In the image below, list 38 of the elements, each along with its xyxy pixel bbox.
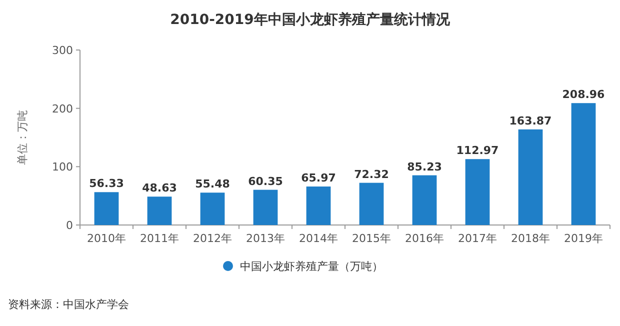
y-tick-label: 100 [52,160,73,174]
bar [253,190,278,225]
data-label: 112.97 [456,144,499,158]
bar [571,103,596,225]
x-tick-label: 2019年 [564,232,603,245]
x-tick-label: 2012年 [193,232,232,245]
bar [306,186,331,225]
x-tick-label: 2010年 [87,232,126,245]
x-tick-label: 2018年 [511,232,550,245]
bar [412,175,437,225]
data-label: 56.33 [89,177,124,190]
x-tick-label: 2017年 [458,232,497,245]
legend-label: 中国小龙虾养殖产量（万吨） [240,260,383,273]
bar [147,196,172,225]
data-label: 60.35 [248,174,283,188]
y-tick-label: 0 [66,219,73,232]
text: 资料来源：中国水产学会 [8,298,129,311]
y-tick-label: 200 [52,102,73,116]
data-label: 65.97 [301,172,336,185]
data-label: 72.32 [354,168,389,181]
x-tick-label: 2015年 [352,232,391,245]
y-axis-title: 单位：万吨 [16,110,29,165]
x-tick-label: 2016年 [405,232,444,245]
y-tick-label: 300 [52,44,73,57]
bar [465,159,490,225]
data-label: 208.96 [562,88,606,102]
x-tick-label: 2011年 [140,232,179,245]
data-label: 55.48 [195,178,230,191]
bar [94,192,119,225]
data-label: 163.87 [509,114,552,128]
bar [518,129,543,225]
chart-title: 2010-2019年中国小龙虾养殖产量统计情况 [170,11,451,28]
data-label: 48.63 [142,182,177,195]
data-label: 85.23 [407,160,442,174]
bar [359,182,384,225]
x-tick-label: 2014年 [299,232,338,245]
x-tick-label: 2013年 [246,232,285,245]
bar [200,192,225,225]
